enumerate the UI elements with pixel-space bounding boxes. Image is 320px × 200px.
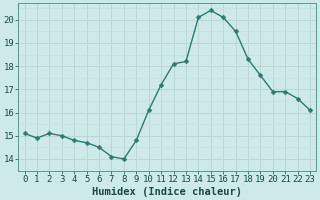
X-axis label: Humidex (Indice chaleur): Humidex (Indice chaleur) [92,186,242,197]
